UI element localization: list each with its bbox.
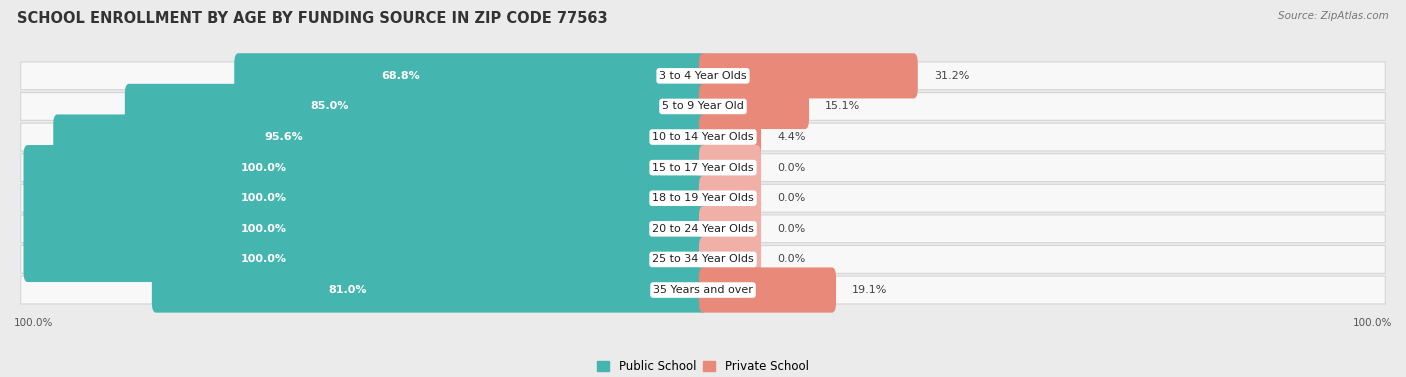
Text: 0.0%: 0.0%: [778, 162, 806, 173]
Text: 3 to 4 Year Olds: 3 to 4 Year Olds: [659, 71, 747, 81]
FancyBboxPatch shape: [699, 237, 761, 282]
Text: 100.0%: 100.0%: [240, 254, 287, 264]
FancyBboxPatch shape: [699, 176, 761, 221]
FancyBboxPatch shape: [53, 115, 707, 159]
Text: 100.0%: 100.0%: [240, 224, 287, 234]
FancyBboxPatch shape: [699, 53, 918, 98]
Text: 5 to 9 Year Old: 5 to 9 Year Old: [662, 101, 744, 112]
FancyBboxPatch shape: [21, 215, 1385, 243]
Text: 25 to 34 Year Olds: 25 to 34 Year Olds: [652, 254, 754, 264]
Text: 15.1%: 15.1%: [825, 101, 860, 112]
Text: 81.0%: 81.0%: [328, 285, 367, 295]
Text: 100.0%: 100.0%: [1353, 318, 1392, 328]
Legend: Public School, Private School: Public School, Private School: [593, 355, 813, 377]
FancyBboxPatch shape: [21, 92, 1385, 120]
FancyBboxPatch shape: [21, 276, 1385, 304]
FancyBboxPatch shape: [699, 206, 761, 251]
FancyBboxPatch shape: [21, 245, 1385, 273]
FancyBboxPatch shape: [152, 267, 707, 313]
FancyBboxPatch shape: [24, 206, 707, 251]
Text: 95.6%: 95.6%: [264, 132, 302, 142]
FancyBboxPatch shape: [24, 176, 707, 221]
Text: 15 to 17 Year Olds: 15 to 17 Year Olds: [652, 162, 754, 173]
Text: 100.0%: 100.0%: [240, 193, 287, 203]
Text: 18 to 19 Year Olds: 18 to 19 Year Olds: [652, 193, 754, 203]
Text: 100.0%: 100.0%: [14, 318, 53, 328]
Text: 0.0%: 0.0%: [778, 224, 806, 234]
FancyBboxPatch shape: [21, 154, 1385, 182]
Text: 10 to 14 Year Olds: 10 to 14 Year Olds: [652, 132, 754, 142]
FancyBboxPatch shape: [21, 123, 1385, 151]
Text: 0.0%: 0.0%: [778, 254, 806, 264]
FancyBboxPatch shape: [699, 115, 761, 159]
Text: 68.8%: 68.8%: [381, 71, 420, 81]
FancyBboxPatch shape: [699, 145, 761, 190]
Text: 0.0%: 0.0%: [778, 193, 806, 203]
Text: 35 Years and over: 35 Years and over: [652, 285, 754, 295]
Text: 85.0%: 85.0%: [311, 101, 349, 112]
FancyBboxPatch shape: [24, 145, 707, 190]
Text: 4.4%: 4.4%: [778, 132, 806, 142]
Text: 31.2%: 31.2%: [934, 71, 969, 81]
Text: 20 to 24 Year Olds: 20 to 24 Year Olds: [652, 224, 754, 234]
FancyBboxPatch shape: [699, 84, 808, 129]
FancyBboxPatch shape: [125, 84, 707, 129]
Text: SCHOOL ENROLLMENT BY AGE BY FUNDING SOURCE IN ZIP CODE 77563: SCHOOL ENROLLMENT BY AGE BY FUNDING SOUR…: [17, 11, 607, 26]
FancyBboxPatch shape: [21, 62, 1385, 90]
Text: 19.1%: 19.1%: [852, 285, 887, 295]
FancyBboxPatch shape: [21, 184, 1385, 212]
FancyBboxPatch shape: [235, 53, 707, 98]
Text: Source: ZipAtlas.com: Source: ZipAtlas.com: [1278, 11, 1389, 21]
FancyBboxPatch shape: [699, 267, 837, 313]
FancyBboxPatch shape: [24, 237, 707, 282]
Text: 100.0%: 100.0%: [240, 162, 287, 173]
